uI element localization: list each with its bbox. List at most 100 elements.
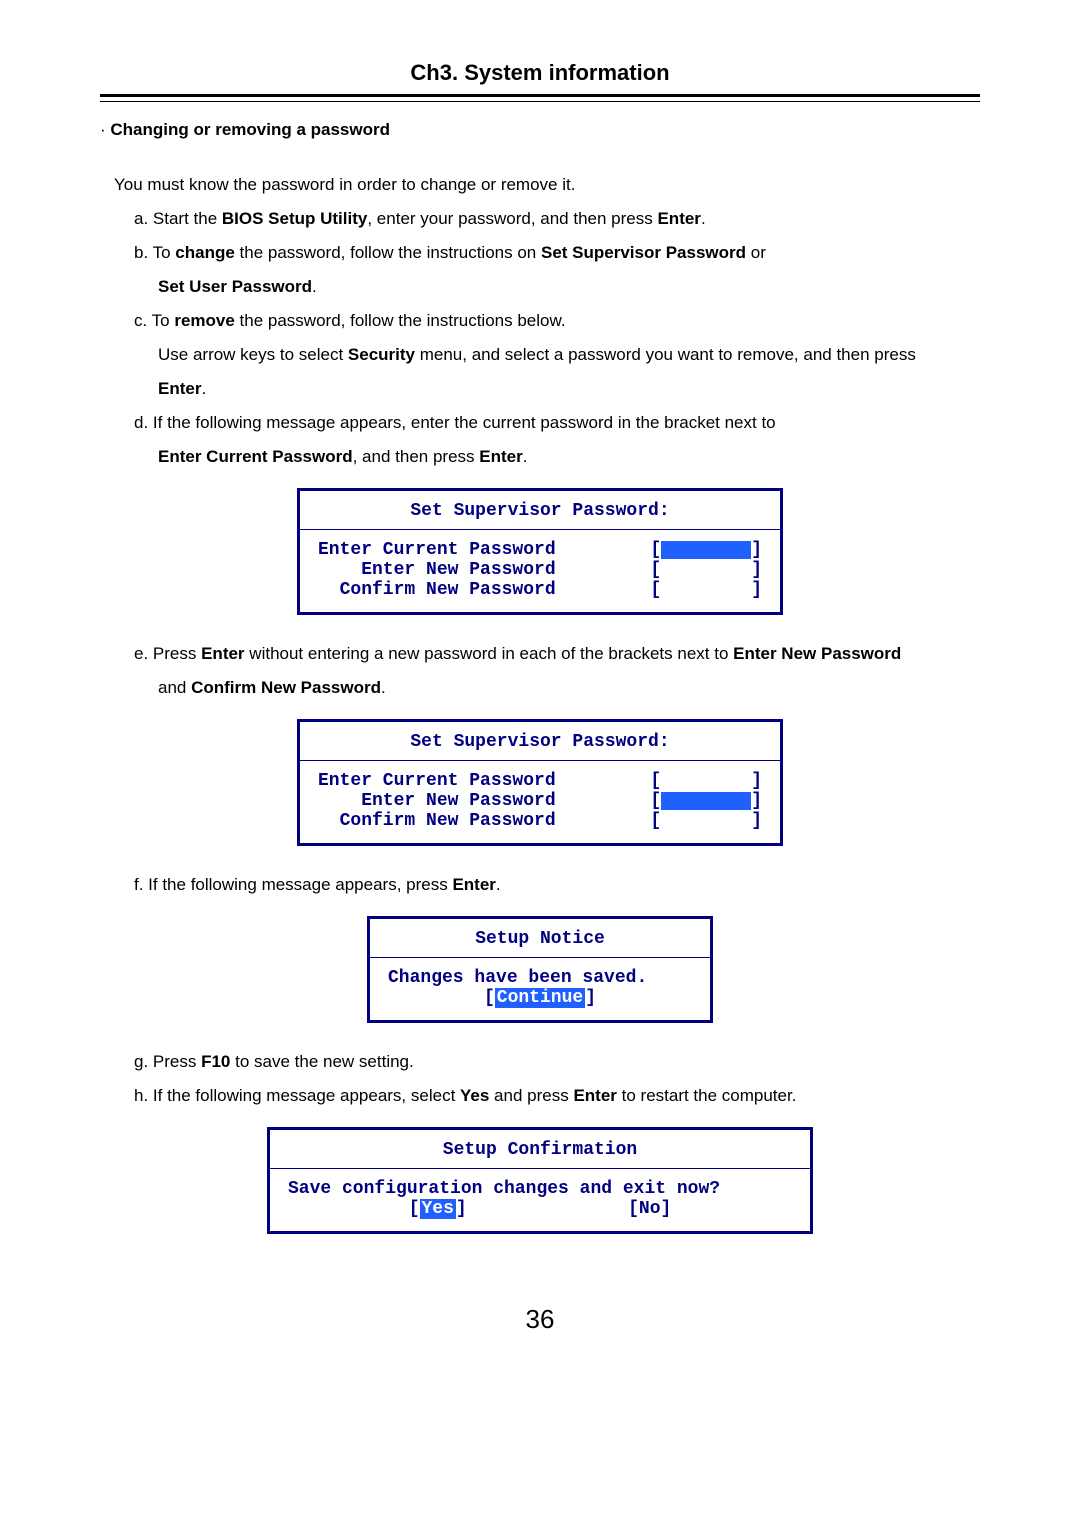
step-c-line2: Use arrow keys to select Security menu, … <box>158 338 980 372</box>
intro-text: You must know the password in order to c… <box>114 168 980 202</box>
text: g. Press <box>134 1052 201 1071</box>
password-field-highlighted[interactable] <box>661 541 751 559</box>
text: the password, follow the instructions be… <box>235 311 566 330</box>
bold: Enter <box>657 209 700 228</box>
bracket: ] <box>751 771 762 791</box>
bracket: [ <box>650 560 661 580</box>
text: b. To <box>134 243 175 262</box>
text: d. If the following message appears, ent… <box>134 413 776 432</box>
dialog-setup-confirmation: Setup Confirmation Save configuration ch… <box>267 1127 813 1234</box>
text: a. Start the <box>134 209 222 228</box>
bracket: ] <box>585 988 596 1008</box>
bold: BIOS Setup Utility <box>222 209 367 228</box>
bold: change <box>175 243 235 262</box>
text: to save the new setting. <box>230 1052 413 1071</box>
password-field[interactable] <box>661 772 751 790</box>
dialog-title: Set Supervisor Password: <box>300 722 780 761</box>
yes-label: Yes <box>420 1199 456 1219</box>
bold: Enter Current Password <box>158 447 353 466</box>
text: to restart the computer. <box>617 1086 797 1105</box>
bracket: ] <box>751 811 762 831</box>
bracket: [ <box>650 791 661 811</box>
bold: Enter <box>452 875 495 894</box>
step-c: c. To remove the password, follow the in… <box>134 304 980 338</box>
bold: Yes <box>460 1086 489 1105</box>
password-field[interactable] <box>661 812 751 830</box>
bracket: ] <box>751 791 762 811</box>
text: . <box>381 678 386 697</box>
dialog-row: Enter New Password [] <box>318 560 762 580</box>
dialog-message: Changes have been saved. <box>388 968 692 988</box>
step-b: b. To change the password, follow the in… <box>134 236 980 270</box>
bold: Set User Password <box>158 277 312 296</box>
text: . <box>701 209 706 228</box>
page-number: 36 <box>100 1304 980 1335</box>
step-d-line2: Enter Current Password, and then press E… <box>158 440 980 474</box>
field-label: Confirm New Password <box>318 580 556 600</box>
text: f. If the following message appears, pre… <box>134 875 452 894</box>
step-e-line2: and Confirm New Password. <box>158 671 980 705</box>
dialog-row: Confirm New Password [] <box>318 580 762 600</box>
step-e: e. Press Enter without entering a new pa… <box>134 637 980 671</box>
text: without entering a new password in each … <box>245 644 734 663</box>
dialog-button-row: [Continue] <box>388 988 692 1008</box>
chapter-title: Ch3. System information <box>100 60 980 86</box>
bracket: [ <box>650 771 661 791</box>
password-field[interactable] <box>661 561 751 579</box>
step-a: a. Start the BIOS Setup Utility, enter y… <box>134 202 980 236</box>
bracket: [ <box>650 811 661 831</box>
password-field-highlighted[interactable] <box>661 792 751 810</box>
dialog-set-supervisor-password-1: Set Supervisor Password: Enter Current P… <box>297 488 783 615</box>
step-c-line3: Enter. <box>158 372 980 406</box>
text: e. Press <box>134 644 201 663</box>
dialog-setup-notice: Setup Notice Changes have been saved. [C… <box>367 916 713 1023</box>
no-option[interactable]: [No] <box>628 1199 671 1219</box>
text: . <box>312 277 317 296</box>
dialog-row: Enter Current Password [] <box>318 540 762 560</box>
bullet: · <box>100 120 110 139</box>
text: . <box>496 875 501 894</box>
text: and press <box>489 1086 573 1105</box>
dialog-set-supervisor-password-2: Set Supervisor Password: Enter Current P… <box>297 719 783 846</box>
step-h: h. If the following message appears, sel… <box>134 1079 980 1113</box>
step-g: g. Press F10 to save the new setting. <box>134 1045 980 1079</box>
field-label: Confirm New Password <box>318 811 556 831</box>
bracket: ] <box>751 540 762 560</box>
text: , and then press <box>353 447 480 466</box>
bold: Enter <box>158 379 201 398</box>
bracket: [ <box>650 580 661 600</box>
field-label: Enter Current Password <box>318 771 556 791</box>
text: . <box>523 447 528 466</box>
text: h. If the following message appears, sel… <box>134 1086 460 1105</box>
dialog-title: Setup Confirmation <box>270 1130 810 1169</box>
bracket: [ <box>650 540 661 560</box>
bracket: [ <box>484 988 495 1008</box>
continue-button[interactable]: Continue <box>495 988 585 1008</box>
step-b-line2: Set User Password. <box>158 270 980 304</box>
text: , enter your password, and then press <box>367 209 657 228</box>
bracket: [ <box>409 1199 420 1219</box>
field-label: Enter New Password <box>318 560 556 580</box>
section-heading-text: Changing or removing a password <box>110 120 390 139</box>
field-label: Enter New Password <box>318 791 556 811</box>
bracket: ] <box>456 1199 467 1219</box>
bracket: ] <box>751 560 762 580</box>
text: and <box>158 678 191 697</box>
dialog-row: Confirm New Password [] <box>318 811 762 831</box>
text: c. To <box>134 311 174 330</box>
dialog-row: Enter New Password [] <box>318 791 762 811</box>
password-field[interactable] <box>661 581 751 599</box>
bold: Enter New Password <box>733 644 901 663</box>
bold: Set Supervisor Password <box>541 243 746 262</box>
step-d: d. If the following message appears, ent… <box>134 406 980 440</box>
dialog-message: Save configuration changes and exit now? <box>288 1179 792 1199</box>
text: or <box>746 243 766 262</box>
text: the password, follow the instructions on <box>235 243 541 262</box>
bold: Enter <box>573 1086 616 1105</box>
text: menu, and select a password you want to … <box>415 345 916 364</box>
text: Use arrow keys to select <box>158 345 348 364</box>
divider <box>100 94 980 102</box>
yes-option[interactable]: [Yes] <box>409 1199 467 1219</box>
text: . <box>201 379 206 398</box>
field-label: Enter Current Password <box>318 540 556 560</box>
